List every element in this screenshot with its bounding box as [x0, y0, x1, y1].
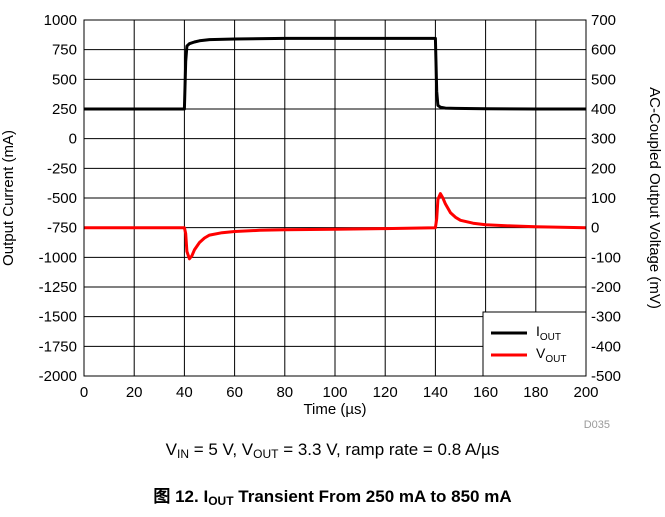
vin-label: V	[165, 440, 177, 459]
y2-tick-label: -300	[591, 309, 621, 326]
y-tick-label: 1000	[44, 12, 77, 29]
x-tick-label: 60	[226, 384, 243, 401]
y2-tick-label: -400	[591, 338, 621, 355]
y-tick-label: -1000	[39, 249, 77, 266]
legend-label-vout: VOUT	[536, 345, 566, 365]
x-tick-label: 120	[373, 384, 398, 401]
y2-tick-label: -500	[591, 368, 621, 385]
y2-tick-label: 200	[591, 160, 616, 177]
vout-value: = 3.3 V, ramp rate = 0.8 A/µs	[278, 440, 500, 459]
y-tick-label: -250	[47, 160, 77, 177]
tick-labels: 0 20 40 60 80 100 120 140 160 180 2001000750500250…	[39, 12, 621, 401]
vout-label: V	[241, 440, 254, 459]
y2-tick-label: -100	[591, 249, 621, 266]
vin-value: = 5 V,	[189, 440, 242, 459]
y-tick-label: -1250	[39, 279, 77, 296]
legend-label-vout-sub: OUT	[545, 354, 566, 365]
y-tick-label: -750	[47, 220, 77, 237]
y2-tick-label: 500	[591, 71, 616, 88]
legend-label-iout-sub: OUT	[540, 332, 561, 343]
y2-tick-label: 700	[591, 12, 616, 29]
plot-frame	[83, 19, 587, 377]
y2-tick-label: 300	[591, 131, 616, 148]
y-tick-label: 0	[69, 131, 77, 148]
legend-label-iout-main: I	[536, 323, 540, 339]
y-tick-label: -500	[47, 190, 77, 207]
x-tick-label: 200	[573, 384, 598, 401]
test-conditions: VIN = 5 V, VOUT = 3.3 V, ramp rate = 0.8…	[0, 440, 665, 461]
y2-tick-label: 0	[591, 220, 599, 237]
x-tick-label: 160	[473, 384, 498, 401]
y-tick-label: -1500	[39, 309, 77, 326]
x-tick-label: 140	[423, 384, 448, 401]
series-layer	[84, 36, 587, 261]
series-line-iout	[84, 36, 586, 111]
legend: IOUT VOUT	[482, 311, 587, 377]
figure-caption: 图 12. IOUT Transient From 250 mA to 850 …	[0, 482, 665, 508]
x-tick-label: 20	[126, 384, 143, 401]
transient-chart: 0 20 40 60 80 100 120 140 160 180 2001000750500250…	[0, 12, 663, 431]
y-tick-label: -1750	[39, 338, 77, 355]
caption-prefix-sub: OUT	[208, 494, 234, 508]
x-tick-label: 180	[523, 384, 548, 401]
figure-code: D035	[584, 419, 610, 431]
y-tick-label: -2000	[39, 368, 77, 385]
y-tick-label: 750	[52, 42, 77, 59]
x-tick-label: 80	[276, 384, 293, 401]
y2-tick-label: -200	[591, 279, 621, 296]
legend-label-vout-main: V	[536, 345, 546, 361]
x-tick-label: 0	[80, 384, 88, 401]
legend-label-iout: IOUT	[536, 323, 561, 343]
legend-box	[482, 311, 587, 377]
y2-tick-label: 400	[591, 101, 616, 118]
caption-prefix: I	[203, 487, 209, 506]
x-axis-label: Time (µs)	[303, 401, 366, 418]
caption-rest: Transient From 250 mA to 850 mA	[233, 487, 512, 506]
figure-number: 图 12.	[153, 487, 199, 506]
y-tick-label: 500	[52, 71, 77, 88]
y-axis-label: Output Current (mA)	[0, 130, 17, 266]
x-tick-label: 100	[322, 384, 347, 401]
x-tick-label: 40	[176, 384, 193, 401]
y2-tick-label: 100	[591, 190, 616, 207]
series-line-vout	[84, 192, 587, 261]
vout-sub: OUT	[253, 447, 279, 461]
vin-sub: IN	[177, 447, 189, 461]
y2-axis-label: AC-Coupled Output Voltage (mV)	[646, 87, 663, 309]
y2-tick-label: 600	[591, 42, 616, 59]
y-tick-label: 250	[52, 101, 77, 118]
